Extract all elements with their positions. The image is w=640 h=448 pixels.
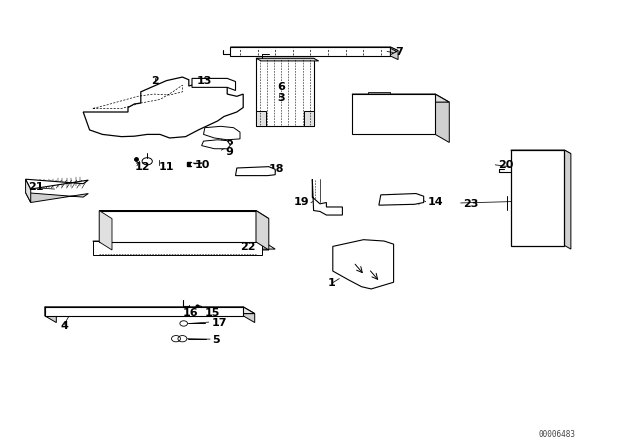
Polygon shape xyxy=(26,179,31,202)
Polygon shape xyxy=(435,94,449,142)
Text: 1: 1 xyxy=(328,278,335,288)
Polygon shape xyxy=(26,193,88,202)
Polygon shape xyxy=(230,47,398,51)
Polygon shape xyxy=(99,211,112,250)
Text: 16: 16 xyxy=(183,308,198,318)
Polygon shape xyxy=(83,77,243,138)
Polygon shape xyxy=(256,111,266,126)
Text: 23: 23 xyxy=(463,199,479,209)
Polygon shape xyxy=(99,211,269,219)
Text: 8: 8 xyxy=(225,137,233,147)
Text: 10: 10 xyxy=(195,160,210,170)
Text: 3: 3 xyxy=(278,93,285,103)
Text: 13: 13 xyxy=(197,76,212,86)
Polygon shape xyxy=(256,211,269,250)
Polygon shape xyxy=(93,241,262,255)
Text: 21: 21 xyxy=(28,182,44,192)
Polygon shape xyxy=(352,94,435,134)
Polygon shape xyxy=(243,307,255,323)
Polygon shape xyxy=(93,241,275,249)
Text: 15: 15 xyxy=(205,308,220,318)
Polygon shape xyxy=(379,194,424,205)
Polygon shape xyxy=(45,307,255,314)
Polygon shape xyxy=(256,58,314,126)
Text: 00006483: 00006483 xyxy=(538,430,575,439)
Polygon shape xyxy=(236,167,275,176)
Text: 11: 11 xyxy=(159,162,174,172)
Polygon shape xyxy=(304,111,314,126)
Text: 4: 4 xyxy=(60,321,68,331)
Text: 22: 22 xyxy=(241,242,256,252)
Text: 6: 6 xyxy=(278,82,285,92)
Text: 14: 14 xyxy=(428,198,443,207)
Polygon shape xyxy=(45,307,243,316)
Text: 9: 9 xyxy=(225,147,233,157)
Polygon shape xyxy=(352,94,449,102)
Polygon shape xyxy=(99,211,256,242)
Text: 19: 19 xyxy=(294,198,310,207)
Polygon shape xyxy=(204,126,240,140)
Polygon shape xyxy=(312,179,342,215)
Text: 18: 18 xyxy=(269,164,284,174)
Polygon shape xyxy=(192,78,236,90)
Polygon shape xyxy=(511,150,571,154)
Text: 2: 2 xyxy=(151,76,159,86)
Polygon shape xyxy=(511,150,564,246)
Polygon shape xyxy=(256,58,319,61)
Polygon shape xyxy=(45,307,56,323)
Polygon shape xyxy=(564,150,571,249)
Polygon shape xyxy=(368,92,390,98)
Text: 17: 17 xyxy=(211,319,227,328)
Text: 20: 20 xyxy=(498,160,513,170)
Text: 12: 12 xyxy=(134,162,150,172)
Polygon shape xyxy=(390,47,398,60)
Text: 7: 7 xyxy=(396,47,403,56)
Polygon shape xyxy=(26,179,88,189)
Polygon shape xyxy=(230,47,390,56)
Polygon shape xyxy=(333,240,394,289)
Polygon shape xyxy=(99,242,269,250)
Polygon shape xyxy=(202,140,230,149)
Text: 5: 5 xyxy=(212,336,220,345)
